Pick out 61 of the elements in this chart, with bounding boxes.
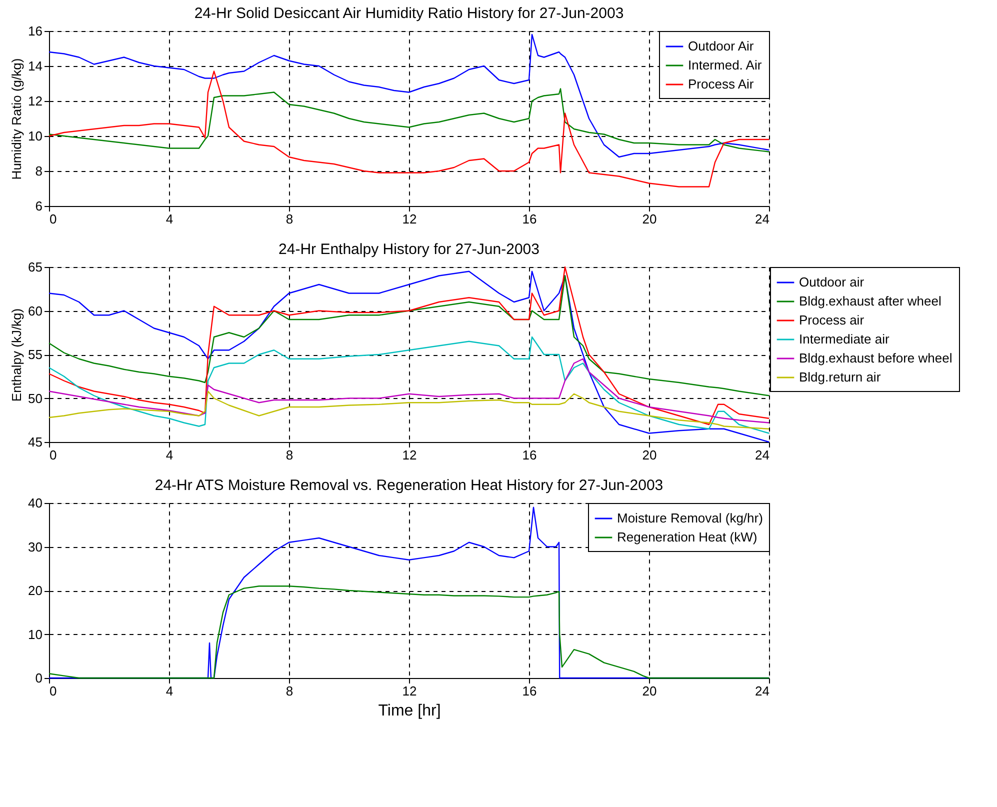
legend-label: Bldg.return air xyxy=(799,370,882,384)
x-tick-label: 8 xyxy=(286,212,294,226)
x-tick-label: 12 xyxy=(402,212,417,226)
x-tick-label: 4 xyxy=(166,212,174,226)
legend-label: Outdoor Air xyxy=(688,38,754,54)
y-tick-label: 10 xyxy=(28,128,42,144)
x-axis-title: Time [hr] xyxy=(378,702,441,720)
y-tick-label: 14 xyxy=(28,58,42,74)
line-series xyxy=(48,390,770,430)
legend-label: Intermediate air xyxy=(799,332,890,346)
legend-label: Bldg.exhaust before wheel xyxy=(799,350,952,366)
line-series xyxy=(48,275,770,396)
x-tick-label: 24 xyxy=(755,684,770,698)
x-tick-label: 0 xyxy=(50,212,57,226)
legend-label: Regeneration Heat (kW) xyxy=(617,530,758,544)
y-tick-label: 55 xyxy=(28,347,42,362)
y-tick-label: 20 xyxy=(28,583,42,598)
y-tick-label: 30 xyxy=(28,539,42,554)
x-tick-label: 24 xyxy=(755,448,770,462)
x-tick-label: 24 xyxy=(755,212,770,226)
y-tick-label: 16 xyxy=(28,24,42,38)
x-tick-label: 0 xyxy=(50,448,57,462)
legend-label: Intermed. Air xyxy=(688,58,762,72)
legend-label: Process air xyxy=(799,312,865,328)
y-axis-title: Humidity Ratio (g/kg) xyxy=(9,58,24,180)
x-tick-label: 16 xyxy=(522,212,537,226)
line-series xyxy=(48,358,770,424)
legend-label: Moisture Removal (kg/hr) xyxy=(617,510,763,526)
x-tick-label: 16 xyxy=(522,684,537,698)
x-tick-label: 12 xyxy=(402,448,417,462)
y-tick-label: 6 xyxy=(35,198,42,214)
chart-title: 24-Hr Enthalpy History for 27-Jun-2003 xyxy=(278,241,540,258)
x-tick-label: 4 xyxy=(166,684,174,698)
y-tick-label: 10 xyxy=(28,626,42,642)
x-tick-label: 20 xyxy=(642,448,657,462)
line-series xyxy=(48,88,770,152)
legend-label: Bldg.exhaust after wheel xyxy=(799,294,942,308)
y-tick-label: 65 xyxy=(28,260,42,274)
line-series xyxy=(48,70,770,188)
y-tick-label: 8 xyxy=(35,164,42,178)
y-tick-label: 50 xyxy=(28,390,42,406)
legend-label: Process Air xyxy=(688,76,754,92)
line-series xyxy=(48,336,770,434)
y-axis-title: Enthalpy (kJ/kg) xyxy=(9,308,24,402)
x-tick-label: 0 xyxy=(50,684,57,698)
x-tick-label: 4 xyxy=(166,448,174,462)
y-tick-label: 0 xyxy=(35,670,42,686)
legend-label: Outdoor air xyxy=(799,274,865,290)
y-tick-label: 12 xyxy=(28,94,42,108)
x-tick-label: 8 xyxy=(286,684,294,698)
chart-title: 24-Hr Solid Desiccant Air Humidity Ratio History for 27-Jun-2003 xyxy=(194,5,624,22)
chart-title: 24-Hr ATS Moisture Removal vs. Regeneration Heat History for 27-Jun-2003 xyxy=(154,477,664,494)
y-tick-label: 40 xyxy=(28,496,42,510)
x-tick-label: 16 xyxy=(522,448,537,462)
x-tick-label: 12 xyxy=(402,684,417,698)
x-tick-label: 8 xyxy=(286,448,294,462)
y-tick-label: 45 xyxy=(28,434,42,450)
x-tick-label: 20 xyxy=(642,684,657,698)
line-series xyxy=(48,34,770,158)
x-tick-label: 20 xyxy=(642,212,657,226)
y-tick-label: 60 xyxy=(28,303,42,318)
